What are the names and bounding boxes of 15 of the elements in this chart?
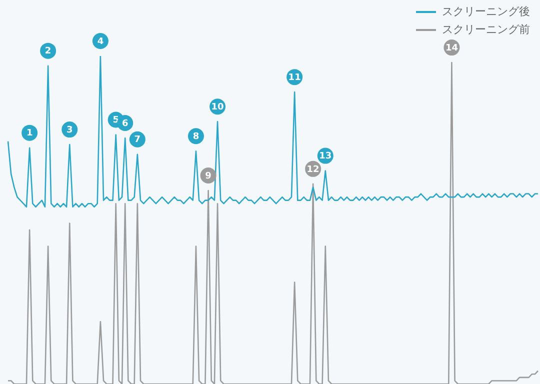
annotation: 2: [44, 46, 52, 57]
annotation: 10: [211, 102, 224, 112]
annotation: 3: [66, 125, 73, 136]
annotation: 6: [122, 118, 128, 129]
annotation: 13: [319, 152, 332, 162]
legend-label: スクリーニング後: [442, 4, 530, 20]
legend-label: スクリーニング前: [442, 22, 530, 38]
annotation: 4: [97, 36, 104, 47]
annotation: 14: [445, 43, 458, 54]
annotation: 7: [134, 135, 141, 146]
annotation: 12: [306, 164, 320, 175]
annotation: 11: [288, 72, 301, 83]
annotation: 1: [26, 128, 33, 139]
annotation: 8: [192, 132, 200, 142]
annotation: 9: [205, 171, 212, 182]
